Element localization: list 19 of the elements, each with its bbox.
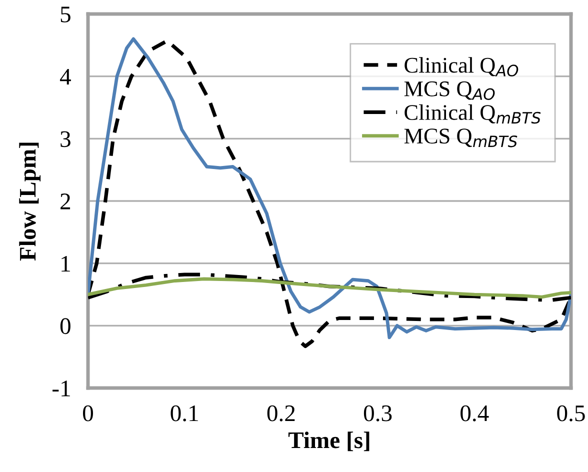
x-tick-label: 0.4 [460,405,489,422]
legend-label: MCS Q$_{AO}$ [404,81,495,100]
x-tick-label: 0.5 [557,405,585,422]
x-tick-label: 0 [82,405,94,422]
x-tick-label: 0.2 [267,405,295,422]
legend-label: MCS Q$_{mBTS}$ [404,128,518,148]
y-tick-label: 1 [62,256,70,272]
legend-label: Clinical Q$_{mBTS}$ [404,104,541,124]
legend-label: Clinical Q$_{AO}$ [404,57,518,76]
y-tick-label: 0 [60,318,70,334]
x-tick-label: 0.3 [364,405,392,422]
x-axis-title: Time [s] [288,432,370,452]
y-tick-label: 5 [60,6,70,22]
y-tick-label: 3 [60,131,70,148]
y-tick-label: 2 [60,194,70,210]
y-tick-label: 4 [60,68,71,85]
x-tick-label: 0.1 [170,405,198,422]
y-axis-title: Flow [Lpm] [19,142,41,261]
y-tick-label: -1 [52,380,70,396]
